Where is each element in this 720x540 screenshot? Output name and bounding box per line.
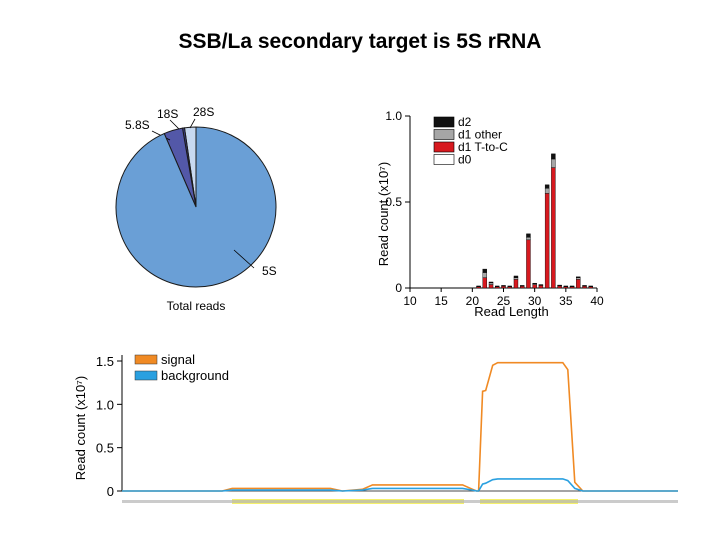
bar-legend-swatch-d0 — [433, 154, 455, 165]
bar-d1-t-to-c — [538, 285, 544, 289]
bar-d2 — [538, 284, 544, 286]
pie-label-5s: 5S — [262, 264, 277, 278]
bar-d1-other — [488, 282, 494, 285]
bar-d1-t-to-c — [582, 286, 587, 289]
bar-d2 — [569, 285, 575, 287]
bar-d1-other — [482, 272, 487, 278]
bar-d1-t-to-c — [520, 286, 525, 289]
bar-d1-t-to-c — [557, 285, 562, 289]
pie-label-18s: 18S — [157, 107, 178, 121]
bar-d1-t-to-c — [551, 167, 556, 289]
line-y-tick-label: 0.5 — [96, 441, 114, 456]
bar-d1-t-to-c — [488, 284, 494, 289]
bar-d2 — [476, 285, 481, 287]
bar-legend-label-d1-t-to-c: d1 T-to-C — [458, 140, 508, 154]
bar-d1-t-to-c — [532, 284, 537, 289]
bar-d2 — [588, 285, 593, 287]
bar-d2 — [544, 184, 550, 189]
line-y-axis-label: Read count (x10⁷) — [73, 376, 88, 480]
bar-d1-other — [526, 237, 531, 241]
bar-x-tick-label: 15 — [434, 294, 448, 308]
bar-d1-t-to-c — [513, 279, 519, 289]
bar-d1-other — [513, 277, 519, 280]
bar-d2 — [563, 285, 569, 287]
bar-d1-t-to-c — [544, 193, 550, 289]
bar-legend-swatch-d1-t-to-c — [433, 141, 455, 153]
bar-d2 — [513, 275, 519, 278]
bar-d2 — [482, 268, 487, 273]
bar-d2 — [507, 285, 512, 287]
bar-x-tick-label: 35 — [559, 294, 573, 308]
bar-x-tick-label: 40 — [590, 294, 604, 308]
line-sequence-strip — [122, 500, 678, 503]
bar-y-tick-label: 0.5 — [385, 195, 402, 209]
bar-d1-t-to-c — [526, 239, 531, 289]
bar-d2 — [501, 285, 506, 287]
slide-title: SSB/La secondary target is 5S rRNA — [178, 30, 542, 53]
bar-legend-label-d1-other: d1 other — [458, 128, 502, 142]
line-series-background — [122, 478, 678, 492]
bar-y-tick-label: 1.0 — [385, 109, 402, 123]
bar-legend-label-d0: d0 — [458, 153, 472, 167]
bar-d1-t-to-c — [482, 277, 487, 289]
bar-d2 — [551, 153, 556, 160]
bar-x-tick-label: 10 — [403, 294, 417, 308]
pie-label-58s: 5.8S — [125, 118, 150, 132]
bar-d1-t-to-c — [501, 286, 506, 289]
pie-leader-5s — [233, 249, 255, 269]
bar-d2 — [488, 281, 494, 284]
line-legend-swatch-signal — [134, 354, 158, 365]
bar-y-tick-label: 0 — [395, 281, 402, 295]
bar-d2 — [557, 284, 562, 286]
bar-d2 — [532, 282, 537, 284]
bar-x-tick-label: 25 — [497, 294, 511, 308]
bar-d2 — [582, 285, 587, 287]
line-legend-label-background: background — [161, 368, 229, 383]
bar-legend-label-d2: d2 — [458, 115, 472, 129]
pie-leader-18s — [169, 119, 181, 131]
pie-leader-28s — [189, 118, 196, 129]
bar-d1-other — [551, 158, 556, 168]
line-y-tick-label: 0 — [107, 484, 114, 499]
bar-legend-swatch-d1-other — [433, 129, 455, 140]
pie-slice-5s — [115, 126, 277, 288]
bar-d2 — [526, 233, 531, 238]
line-y-tick-label: 1.5 — [96, 354, 114, 369]
bar-d2 — [576, 276, 581, 278]
line-legend-label-signal: signal — [161, 352, 195, 367]
bar-d1-other — [576, 277, 581, 280]
bar-x-axis-label: Read Length — [474, 304, 548, 319]
bar-x-tick-label: 20 — [466, 294, 480, 308]
bar-d1-t-to-c — [576, 279, 581, 289]
bar-legend-swatch-d2 — [433, 116, 455, 128]
line-y-tick-label: 1.0 — [96, 397, 114, 412]
line-legend-swatch-background — [134, 370, 158, 381]
bar-d2 — [495, 285, 500, 287]
pie-caption: Total reads — [167, 299, 226, 313]
bar-y-axis-label: Read count (x10⁷) — [376, 162, 391, 266]
pie-label-28s: 28S — [193, 105, 214, 119]
bar-d1-other — [544, 188, 550, 194]
bar-d2 — [520, 285, 525, 287]
bar-x-tick-label: 30 — [528, 294, 542, 308]
